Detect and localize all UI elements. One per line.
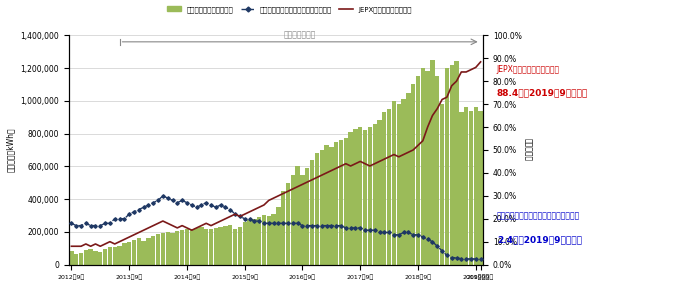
Bar <box>363 130 367 265</box>
Bar <box>195 228 199 265</box>
Bar <box>358 127 362 265</box>
Bar <box>204 229 208 265</box>
Bar <box>329 147 333 265</box>
Text: 白主的取り組み: 白主的取り組み <box>284 30 316 39</box>
Bar <box>454 61 459 265</box>
Bar <box>175 231 179 265</box>
Bar <box>166 232 170 265</box>
Bar <box>69 251 74 265</box>
Bar <box>344 138 348 265</box>
Bar <box>98 252 102 265</box>
Bar <box>469 111 473 265</box>
Bar <box>214 228 218 265</box>
Bar <box>262 216 266 265</box>
Bar <box>238 227 242 265</box>
Bar <box>199 227 204 265</box>
Bar <box>382 112 386 265</box>
Bar <box>103 249 107 265</box>
Bar <box>295 166 300 265</box>
Bar <box>243 222 247 265</box>
Bar <box>151 236 155 265</box>
Bar <box>88 249 93 265</box>
Bar <box>247 220 252 265</box>
Bar <box>450 65 454 265</box>
Bar <box>271 214 276 265</box>
Bar <box>305 168 309 265</box>
Bar <box>290 175 295 265</box>
Bar <box>339 140 343 265</box>
Bar <box>431 60 435 265</box>
Bar <box>219 227 223 265</box>
Bar <box>440 104 444 265</box>
Bar <box>79 253 83 265</box>
Bar <box>252 219 257 265</box>
Bar <box>392 101 396 265</box>
Bar <box>209 228 213 265</box>
Bar <box>324 145 328 265</box>
Bar <box>257 217 262 265</box>
Bar <box>83 250 88 265</box>
Bar <box>281 191 286 265</box>
Bar <box>411 84 415 265</box>
Bar <box>146 238 150 265</box>
Bar <box>416 76 420 265</box>
Bar <box>334 142 338 265</box>
Bar <box>276 207 281 265</box>
Bar <box>315 153 319 265</box>
Bar <box>112 248 117 265</box>
Bar <box>286 183 290 265</box>
Bar <box>93 251 98 265</box>
Y-axis label: 比率（％）: 比率（％） <box>524 138 533 161</box>
Bar <box>373 124 377 265</box>
Bar <box>478 111 483 265</box>
Bar <box>170 233 175 265</box>
Bar <box>224 226 228 265</box>
Bar <box>74 254 79 265</box>
Bar <box>185 229 189 265</box>
Bar <box>397 104 401 265</box>
Bar <box>459 112 464 265</box>
Bar <box>233 228 237 265</box>
Bar <box>137 238 141 265</box>
Text: 2.4％（2019年9月時点）: 2.4％（2019年9月時点） <box>497 235 582 244</box>
Bar <box>387 109 391 265</box>
Bar <box>426 71 430 265</box>
Text: JEPXからの調達量の比率：: JEPXからの調達量の比率： <box>497 65 560 74</box>
Bar <box>108 247 112 265</box>
Bar <box>348 132 353 265</box>
Bar <box>435 76 440 265</box>
Bar <box>127 242 131 265</box>
Bar <box>300 175 305 265</box>
Legend: 新電力による販売電力量, 常時バックアップによる調達量の比率, JEPXからの調達量の比率: 新電力による販売電力量, 常時バックアップによる調達量の比率, JEPXからの調… <box>165 4 415 16</box>
Bar <box>266 216 271 265</box>
Y-axis label: 電力量（万kWh）: 電力量（万kWh） <box>6 128 15 172</box>
Bar <box>161 233 165 265</box>
Bar <box>180 230 184 265</box>
Bar <box>464 107 469 265</box>
Text: 常時バックアップによる調達量の比率：: 常時バックアップによる調達量の比率： <box>497 212 580 221</box>
Bar <box>402 99 406 265</box>
Bar <box>473 107 478 265</box>
Bar <box>228 225 233 265</box>
Bar <box>406 93 411 265</box>
Bar <box>156 234 160 265</box>
Bar <box>141 241 146 265</box>
Bar <box>445 68 449 265</box>
Bar <box>421 68 425 265</box>
Bar <box>190 228 194 265</box>
Bar <box>122 243 126 265</box>
Bar <box>117 246 121 265</box>
Text: 88.4％（2019年9月時点）: 88.4％（2019年9月時点） <box>497 88 588 97</box>
Bar <box>368 127 372 265</box>
Bar <box>132 240 136 265</box>
Bar <box>377 121 382 265</box>
Bar <box>353 129 357 265</box>
Bar <box>310 160 314 265</box>
Bar <box>319 150 324 265</box>
